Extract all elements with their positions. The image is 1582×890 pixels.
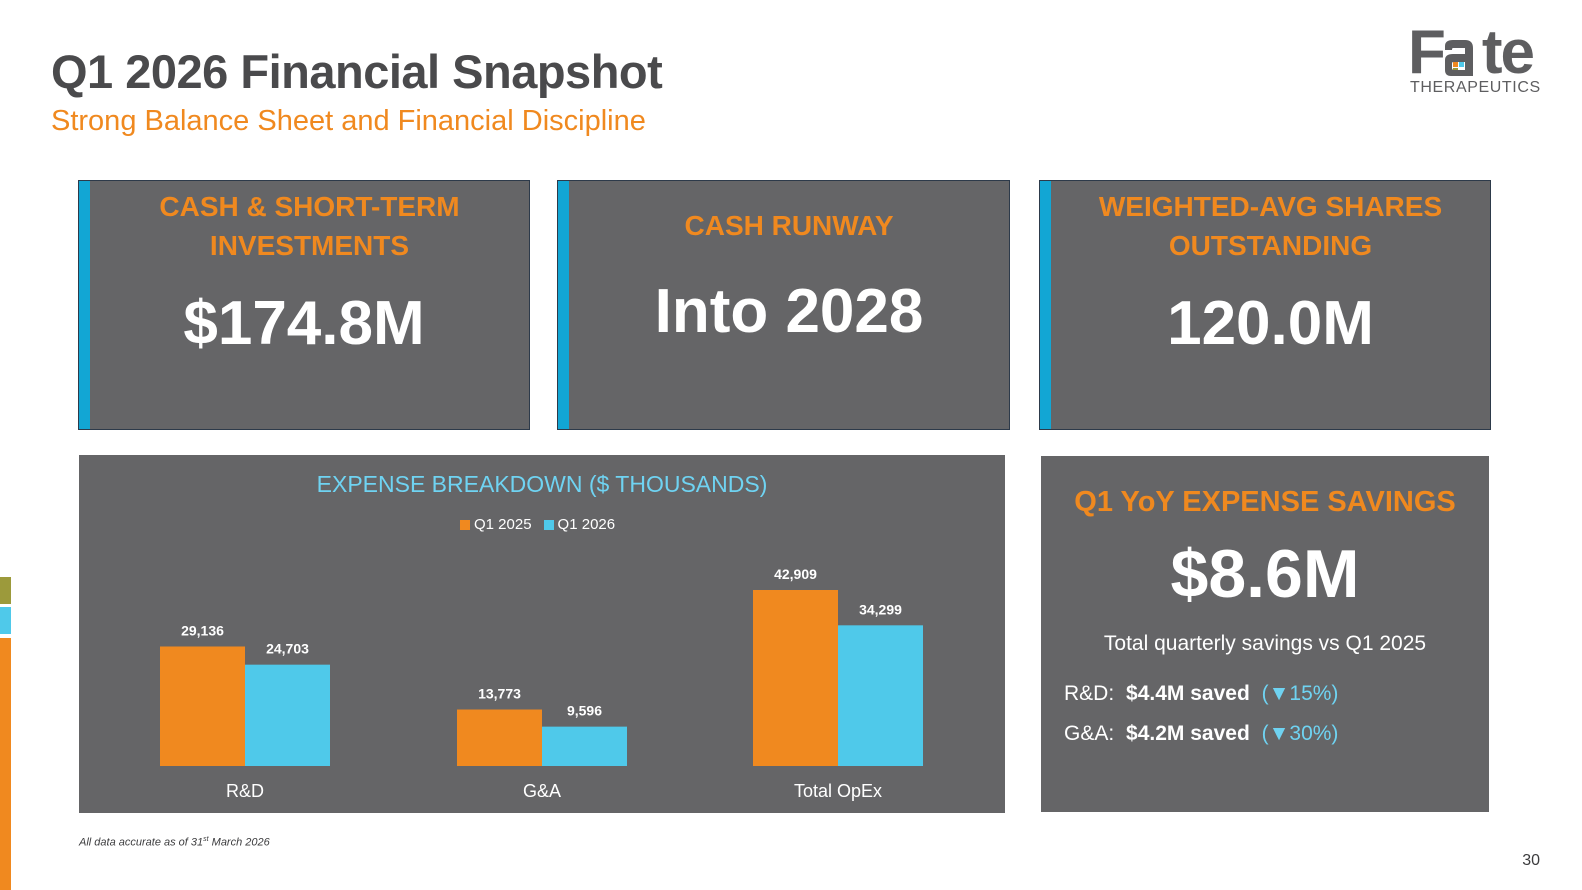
bar-total-opex-q1-2026 (838, 625, 923, 766)
footnote-superscript: st (203, 836, 209, 843)
data-label-g-a-q1-2025: 13,773 (478, 686, 521, 702)
footnote: All data accurate as of 31st March 2026 (79, 836, 270, 849)
footnote-text: All data accurate as of 31 (79, 836, 204, 849)
shares-card-label: WEIGHTED-AVG SHARES OUTSTANDING (1098, 191, 1443, 261)
card-accent-bar (558, 181, 569, 429)
runway-card-label: CASH RUNWAY (684, 210, 894, 241)
savings-line-ga: G&A: $4.2M saved (▼30%) (1064, 722, 1338, 746)
cash-card-value: $174.8M (183, 289, 425, 358)
legend-label: Q1 2026 (557, 516, 616, 533)
savings-line-rd: R&D: $4.4M saved (▼15%) (1064, 682, 1338, 706)
savings-line-amount: $4.2M saved (1126, 722, 1250, 745)
cash-card: CASH & SHORT-TERM INVESTMENTS $174.8M (78, 180, 530, 430)
side-bar-blue (0, 607, 11, 634)
savings-line-percent: (▼30%) (1261, 722, 1339, 745)
shares-card-value: 120.0M (1167, 289, 1374, 358)
cash-card-label: CASH & SHORT-TERM INVESTMENTS (159, 191, 460, 261)
shares-card: WEIGHTED-AVG SHARES OUTSTANDING 120.0M (1039, 180, 1491, 430)
side-bar-olive (0, 577, 11, 604)
runway-card-value: Into 2028 (654, 277, 924, 346)
data-label-total-opex-q1-2025: 42,909 (774, 566, 817, 582)
savings-note: Total quarterly savings vs Q1 2025 (1103, 632, 1427, 655)
data-label-g-a-q1-2026: 9,596 (567, 703, 602, 719)
category-label-r-d: R&D (226, 781, 264, 801)
page-subtitle: Strong Balance Sheet and Financial Disci… (51, 105, 646, 137)
logo-a-mark-icon (1445, 40, 1473, 76)
savings-title: Q1 YoY EXPENSE SAVINGS (1074, 486, 1456, 518)
data-label-r-d-q1-2025: 29,136 (181, 622, 224, 638)
savings-line-label: R&D: (1064, 682, 1115, 705)
savings-line-amount: $4.4M saved (1126, 682, 1250, 705)
card-accent-bar (79, 181, 90, 429)
bar-g-a-q1-2026 (542, 726, 627, 766)
bar-r-d-q1-2026 (245, 664, 330, 766)
savings-value: $8.6M (1170, 536, 1360, 612)
logo-subtitle: THERAPEUTICS (1410, 79, 1541, 96)
data-label-r-d-q1-2026: 24,703 (266, 641, 309, 657)
bar-total-opex-q1-2025 (753, 590, 838, 766)
legend-swatch-orange (460, 519, 470, 530)
savings-line-label: G&A: (1064, 722, 1115, 745)
legend-swatch-blue (543, 519, 554, 530)
card-accent-bar (1040, 181, 1051, 429)
side-bar-orange (0, 638, 11, 890)
footnote-text-end: March 2026 (208, 836, 270, 849)
legend-item-q1-2026: Q1 2026 (543, 516, 616, 533)
legend-item-q1-2025: Q1 2025 (460, 516, 532, 533)
category-label-total-opex: Total OpEx (794, 781, 882, 801)
chart-title: EXPENSE BREAKDOWN ($ THOUSANDS) (316, 471, 768, 497)
expense-chart: EXPENSE BREAKDOWN ($ THOUSANDS) 29,136 24… (79, 455, 1005, 813)
bar-r-d-q1-2025 (160, 646, 245, 766)
savings-panel: Q1 YoY EXPENSE SAVINGS $8.6M Total quart… (1041, 456, 1489, 812)
expense-bar-chart: 29,136 24,703 R&D 13,773 9,596 G&A 42,909 34,29… (160, 566, 923, 801)
bar-g-a-q1-2025 (457, 709, 542, 766)
page-number: 30 (1522, 852, 1540, 869)
savings-line-percent: (▼15%) (1261, 682, 1339, 705)
data-label-total-opex-q1-2026: 34,299 (859, 601, 902, 617)
chart-legend: Q1 2025 Q1 2026 (460, 516, 615, 533)
page-title: Q1 2026 Financial Snapshot (51, 45, 663, 98)
legend-label: Q1 2025 (474, 516, 532, 533)
category-label-g-a: G&A (523, 781, 561, 801)
runway-card: CASH RUNWAY Into 2028 (557, 180, 1010, 430)
